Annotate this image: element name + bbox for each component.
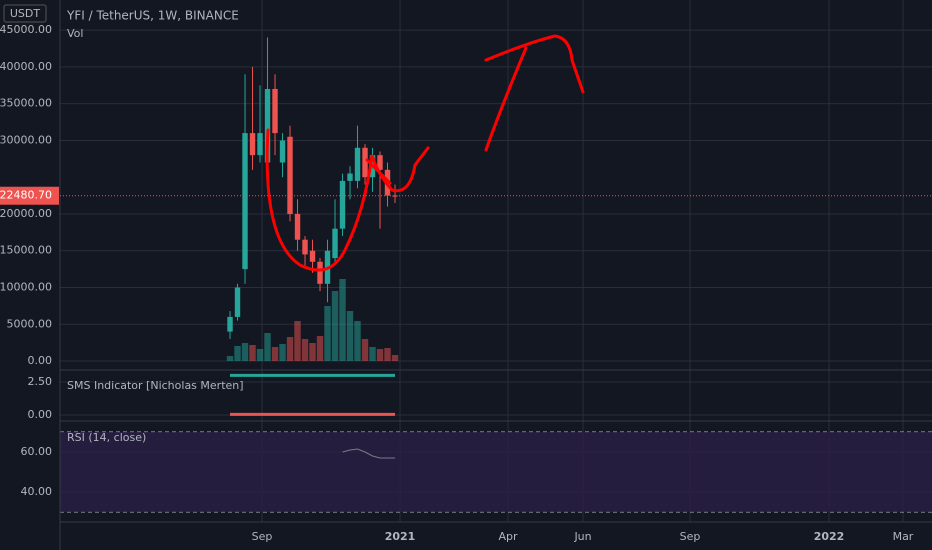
y-tick-label: 40000.00 <box>0 60 52 73</box>
rsi-band-fill <box>60 432 932 512</box>
candle-body <box>362 147 368 178</box>
volume-bar <box>339 279 346 361</box>
candle-body <box>354 147 361 181</box>
volume-bar <box>279 344 286 361</box>
x-tick-label: Mar <box>893 530 914 543</box>
y-tick-label: 0.00 <box>28 354 53 367</box>
x-tick-label: Sep <box>252 530 273 543</box>
candle-body <box>257 133 263 156</box>
drawing <box>484 46 528 152</box>
x-tick-label: Apr <box>499 530 519 543</box>
y-tick-label: 30000.00 <box>0 133 52 146</box>
volume-label: Vol <box>67 27 83 40</box>
candle-body <box>234 287 241 317</box>
x-tick-label: 2021 <box>385 530 416 543</box>
candle-body <box>227 316 233 332</box>
candle-body <box>317 261 323 284</box>
candle-body <box>339 180 346 229</box>
volume-bar <box>384 348 391 361</box>
volume-bar <box>226 356 234 361</box>
last-price-box <box>0 186 59 205</box>
candle-body <box>332 228 338 259</box>
volume-bar <box>271 347 279 361</box>
rsi-line <box>342 448 396 459</box>
volume-bar <box>369 347 376 361</box>
drawings <box>265 34 585 272</box>
volume-bar <box>241 343 249 361</box>
sms-title: SMS Indicator [Nicholas Merten] <box>67 379 244 392</box>
volume-bar <box>264 333 271 361</box>
y-tick-label: 35000.00 <box>0 97 52 110</box>
volume-bar <box>294 321 301 361</box>
drawing <box>365 158 392 185</box>
y-tick-label: 15000.00 <box>0 244 52 257</box>
candle-body <box>279 140 286 163</box>
candle-body <box>377 155 383 170</box>
candle-body <box>249 133 256 156</box>
x-tick-label: Sep <box>680 530 701 543</box>
y-tick-label: 40.00 <box>21 485 53 498</box>
x-tick-label: 2022 <box>814 530 845 543</box>
rsi-title: RSI (14, close) <box>67 431 146 444</box>
volume-bar <box>249 345 256 361</box>
volume-bar <box>316 336 324 361</box>
volume-bar <box>376 349 384 361</box>
volume-bar <box>309 343 316 361</box>
volume-bar <box>301 339 309 361</box>
candle-body <box>272 88 278 134</box>
y-tick-label: 2.50 <box>28 375 53 388</box>
y-tick-label: 10000.00 <box>0 281 52 294</box>
y-tick-label: 0.00 <box>28 408 53 421</box>
candle-body <box>242 133 248 270</box>
volume-bar <box>331 291 339 361</box>
candle-body <box>392 195 398 197</box>
y-tick-label: 60.00 <box>21 445 53 458</box>
candle-body <box>294 213 301 240</box>
volume-bar <box>391 355 399 361</box>
drawing <box>265 128 430 272</box>
x-tick-label: Jun <box>573 530 591 543</box>
y-tick-label: 45000.00 <box>0 23 52 36</box>
volume-bar <box>354 321 361 361</box>
candle-body <box>287 136 293 214</box>
volume-bar <box>286 337 294 361</box>
volume-bar <box>234 346 241 361</box>
y-tick-label: 5000.00 <box>7 317 53 330</box>
volume-bar <box>256 349 264 361</box>
candle-body <box>264 88 271 163</box>
y-tick-label: 20000.00 <box>0 207 52 220</box>
volume-bar <box>346 311 354 361</box>
currency-box <box>3 4 47 23</box>
currency: USDT <box>10 7 41 20</box>
candle-body <box>309 250 316 262</box>
candle-body <box>302 239 308 255</box>
drawing <box>484 34 585 94</box>
last-price-label: 22480.70 <box>0 189 52 202</box>
volume-bar <box>361 339 369 361</box>
volume-bar <box>324 306 331 361</box>
candle-body <box>347 173 353 181</box>
chart-title: YFI / TetherUS, 1W, BINANCE <box>66 9 239 23</box>
